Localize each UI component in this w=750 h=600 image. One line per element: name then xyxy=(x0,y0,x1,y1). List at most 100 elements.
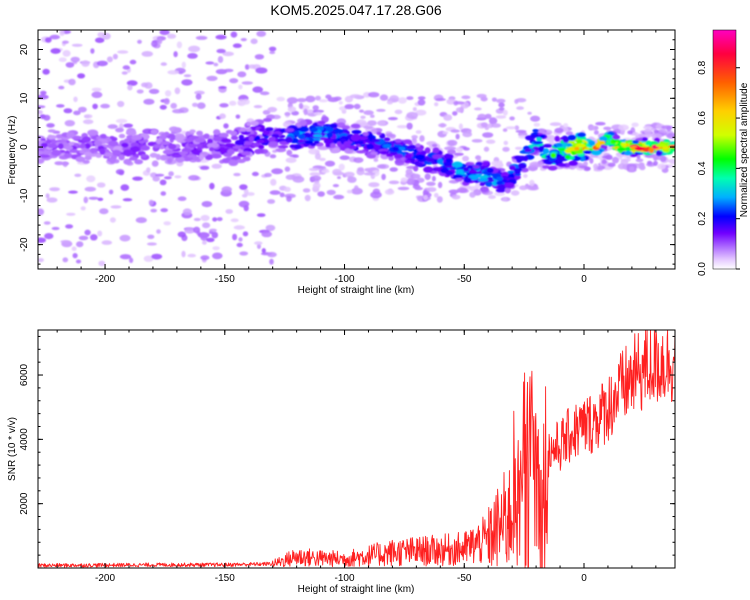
ridge-cell xyxy=(168,144,176,150)
colorbar-label: Normalized spectral amplitude xyxy=(739,82,750,217)
speckle-cell xyxy=(194,218,201,221)
ridge-cell xyxy=(334,129,344,133)
ridge-cell xyxy=(583,150,592,153)
ridge-cell xyxy=(518,163,527,169)
ridge-cell xyxy=(621,142,627,146)
speckle-cell xyxy=(426,182,436,186)
speckle-cell xyxy=(59,57,67,62)
speckle-cell xyxy=(97,231,102,237)
speckle-cell xyxy=(443,114,452,121)
speckle-cell xyxy=(603,127,611,131)
speckle-cell xyxy=(214,63,219,67)
speckle-cell xyxy=(202,241,207,245)
speckle-cell xyxy=(434,102,438,106)
ridge-cell xyxy=(632,140,639,143)
speckle-cell xyxy=(212,232,219,239)
snr-x-tick-label: -50 xyxy=(457,573,472,584)
colorbar-tick-label: 0.4 xyxy=(697,161,708,175)
speckle-cell xyxy=(636,158,644,162)
ridge-cell xyxy=(225,143,236,147)
speckle-cell xyxy=(172,109,184,113)
speckle-cell xyxy=(86,175,95,182)
speckle-cell xyxy=(173,51,177,57)
spectrogram-x-axis-label: Height of straight line (km) xyxy=(298,285,415,296)
speckle-cell xyxy=(111,205,122,208)
ridge-cell xyxy=(558,163,567,167)
speckle-cell xyxy=(202,201,213,207)
speckle-cell xyxy=(354,185,359,192)
ridge-cell xyxy=(406,146,416,150)
spectrogram-y-tick-label: 10 xyxy=(19,92,30,104)
ridge-cell xyxy=(617,147,626,151)
snr-panel: -200 -150 -100 -50 0200040006000 Height of s… xyxy=(7,330,675,595)
snr-axes-frame xyxy=(38,330,675,568)
speckle-cell xyxy=(477,94,487,98)
speckle-cell xyxy=(40,91,47,95)
ridge-cell xyxy=(454,153,464,156)
speckle-cell xyxy=(270,154,277,158)
speckle-cell xyxy=(239,201,250,208)
speckle-cell xyxy=(90,48,94,54)
ridge-cell xyxy=(167,158,172,163)
speckle-cell xyxy=(113,54,118,60)
speckle-cell xyxy=(116,169,125,175)
ridge-cell xyxy=(179,151,188,154)
ridge-cell xyxy=(265,127,273,131)
speckle-cell xyxy=(644,129,652,135)
speckle-cell xyxy=(539,129,545,134)
speckle-cell xyxy=(200,255,209,260)
speckle-cell xyxy=(98,261,105,267)
speckle-cell xyxy=(456,107,464,112)
speckle-cell xyxy=(222,186,232,193)
snr-series-line xyxy=(38,330,675,568)
speckle-cell xyxy=(303,188,311,192)
speckle-cell xyxy=(99,208,108,214)
ridge-cell xyxy=(514,156,523,160)
speckle-cell xyxy=(638,162,644,168)
speckle-cell xyxy=(276,97,285,102)
speckle-cell xyxy=(187,254,196,258)
ridge-cell xyxy=(480,183,485,187)
speckle-cell xyxy=(68,79,75,86)
speckle-cell xyxy=(252,172,259,176)
ridge-cell xyxy=(231,136,238,140)
ridge-cell xyxy=(538,161,543,165)
speckle-cell xyxy=(152,176,160,181)
speckle-cell xyxy=(84,114,92,118)
speckle-cell xyxy=(333,195,344,200)
speckle-cell xyxy=(515,147,523,150)
colorbar: 0.00.20.40.60.8 Normalized spectral ampl… xyxy=(697,30,750,276)
speckle-cell xyxy=(498,103,504,108)
speckle-cell xyxy=(60,240,70,243)
ridge-cell xyxy=(150,129,157,134)
speckle-cell xyxy=(401,178,408,183)
speckle-cell xyxy=(377,121,386,125)
speckle-cell xyxy=(435,98,446,101)
ridge-cell xyxy=(300,120,307,126)
speckle-cell xyxy=(229,78,238,83)
speckle-cell xyxy=(566,131,573,135)
speckle-cell xyxy=(472,139,483,143)
ridge-cell xyxy=(235,140,245,145)
ridge-cell xyxy=(384,137,390,141)
ridge-cell xyxy=(82,136,91,142)
ridge-cell xyxy=(172,154,182,158)
ridge-cell xyxy=(473,165,480,168)
speckle-cell xyxy=(344,104,354,109)
ridge-cell xyxy=(569,161,578,166)
ridge-cell xyxy=(132,146,140,152)
ridge-cell xyxy=(380,151,388,155)
speckle-cell xyxy=(233,173,240,176)
speckle-cell xyxy=(74,174,81,177)
speckle-cell xyxy=(73,253,78,258)
ridge-cell xyxy=(48,129,56,132)
ridge-cell xyxy=(256,140,264,143)
speckle-cell xyxy=(127,85,132,91)
speckle-cell xyxy=(225,209,233,214)
speckle-cell xyxy=(212,217,217,221)
figure: KOM5.2025.047.17.28.G06 -200 -150 -100 -50 0… xyxy=(0,0,750,600)
ridge-cell xyxy=(123,149,133,155)
ridge-cell xyxy=(46,140,52,144)
speckle-cell xyxy=(589,126,599,131)
speckle-cell xyxy=(136,217,147,223)
